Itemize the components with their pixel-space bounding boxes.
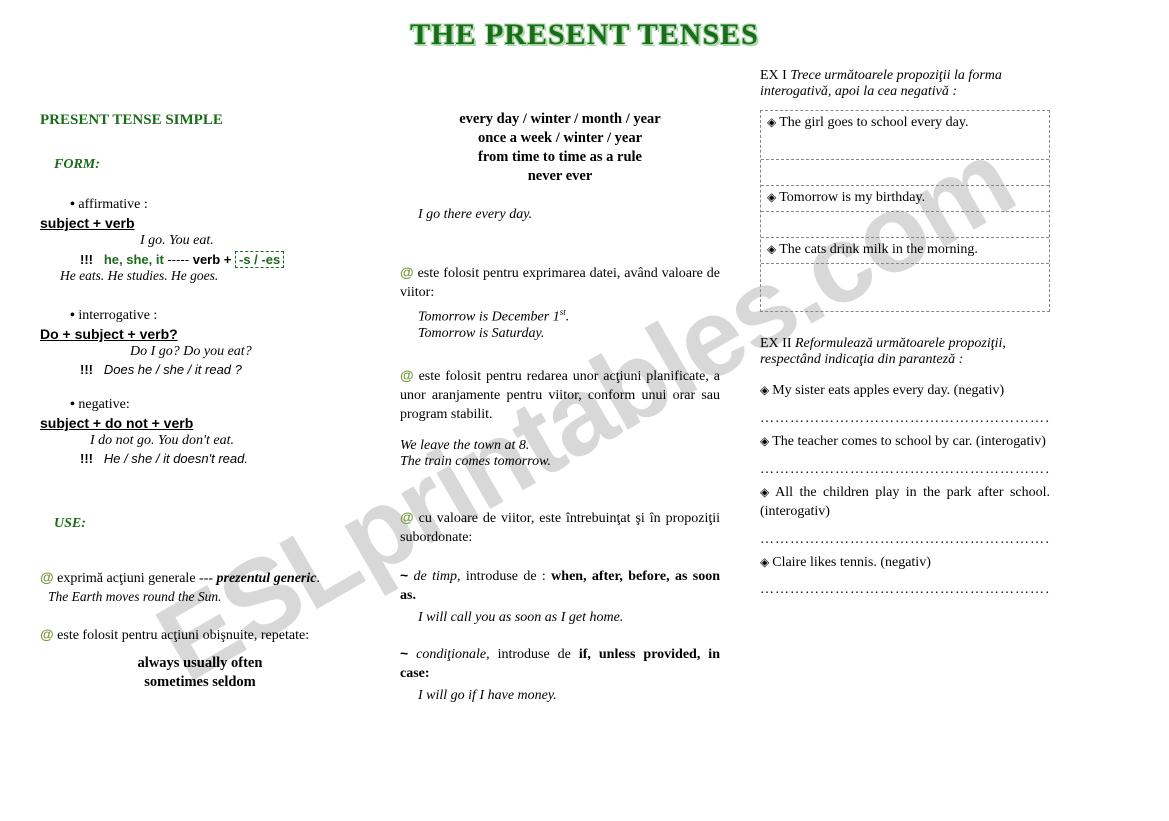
exercise-item: My sister eats apples every day. (negati… bbox=[760, 382, 1050, 401]
answer-line[interactable] bbox=[761, 263, 1049, 311]
answer-line[interactable]: ……………………………………………………. bbox=[760, 582, 1050, 598]
example-part: . bbox=[566, 310, 570, 325]
tilde-icon: ~ bbox=[400, 567, 408, 583]
answer-line[interactable] bbox=[761, 211, 1049, 237]
example-text: He eats. He studies. He goes. bbox=[60, 268, 360, 284]
bullet-interrogative: interrogative : bbox=[70, 308, 360, 324]
example-text: Tomorrow is Saturday. bbox=[418, 326, 720, 342]
exercise-box: The girl goes to school every day. Tomor… bbox=[760, 110, 1050, 312]
column-left: PRESENT TENSE SIMPLE FORM: affirmative :… bbox=[20, 62, 380, 704]
rule-negative: subject + do not + verb bbox=[40, 415, 360, 431]
exercise-heading: EX II Reformulează următoarele propoziţi… bbox=[760, 336, 1050, 368]
example-text: I go there every day. bbox=[418, 207, 720, 223]
tilde-icon: ~ bbox=[400, 645, 408, 661]
at-icon: @ bbox=[400, 264, 414, 280]
use-label: USE: bbox=[54, 516, 360, 532]
sub-clause: ~ condiţionale, introduse de if, unless … bbox=[400, 644, 720, 684]
answer-line[interactable]: ……………………………………………………. bbox=[760, 462, 1050, 478]
column-right: EX I Trece următoarele propoziţii la for… bbox=[740, 62, 1070, 704]
exercise-item: The cats drink milk in the morning. bbox=[761, 237, 1049, 263]
at-icon: @ bbox=[400, 367, 414, 383]
ex-instruction: Reformulează următoarele propoziţii, res… bbox=[760, 336, 1006, 367]
rule-interrogative: Do + subject + verb? bbox=[40, 326, 360, 342]
use-text: este folosit pentru redarea unor acţiuni… bbox=[400, 369, 720, 422]
at-icon: @ bbox=[400, 509, 414, 525]
adverbs-line: once a week / winter / year bbox=[400, 129, 720, 148]
example-text: Do I go? Do you eat? bbox=[130, 344, 360, 360]
adverbs-line: from time to time as a rule bbox=[400, 148, 720, 167]
example-text: Tomorrow is December 1st. bbox=[418, 307, 720, 326]
use-block: @ este folosit pentru redarea unor acţiu… bbox=[400, 366, 720, 425]
exercise-item: The girl goes to school every day. bbox=[761, 111, 1049, 159]
use-dot: . bbox=[316, 571, 320, 586]
dash: ----- bbox=[167, 252, 189, 267]
bullet-affirmative: affirmative : bbox=[70, 197, 360, 213]
example-text: We leave the town at 8. bbox=[400, 438, 720, 454]
form-label: FORM: bbox=[54, 157, 360, 173]
adverbs-line: never ever bbox=[400, 167, 720, 186]
example-text: I will call you as soon as I get home. bbox=[418, 610, 720, 626]
exercise-heading: EX I Trece următoarele propoziţii la for… bbox=[760, 68, 1050, 100]
use-block: @ este folosit pentru acţiuni obişnuite,… bbox=[40, 625, 360, 646]
use-text: este folosit pentru acţiuni obişnuite, r… bbox=[54, 628, 309, 643]
ending-box: -s / -es bbox=[235, 251, 284, 268]
sub-clause: ~ de timp, introduse de : when, after, b… bbox=[400, 566, 720, 606]
use-block: @ cu valoare de viitor, este întrebuinţa… bbox=[400, 508, 720, 548]
use-block: @ este folosit pentru exprimarea datei, … bbox=[400, 263, 720, 303]
answer-line[interactable] bbox=[761, 159, 1049, 185]
triple-prefix: !!! bbox=[80, 252, 93, 267]
example-text: The Earth moves round the Sun. bbox=[48, 589, 360, 605]
triple-text: Does he / she / it read ? bbox=[104, 362, 242, 377]
at-icon: @ bbox=[40, 569, 54, 585]
example-text: The train comes tomorrow. bbox=[400, 454, 720, 470]
ex-label: EX II bbox=[760, 336, 792, 351]
sub-text: , introduse de : bbox=[457, 569, 551, 584]
page-title: THE PRESENT TENSES bbox=[0, 0, 1169, 52]
column-middle: every day / winter / month / year once a… bbox=[380, 62, 740, 704]
triple-text: He / she / it doesn't read. bbox=[104, 451, 248, 466]
exercise-item: Claire likes tennis. (negativ) bbox=[760, 554, 1050, 573]
use-bold: prezentul generic bbox=[217, 571, 317, 586]
at-icon: @ bbox=[40, 626, 54, 642]
exercise-item: All the children play in the park after … bbox=[760, 484, 1050, 522]
adverbs-block: always usually often sometimes seldom bbox=[40, 654, 360, 692]
triple-prefix: !!! bbox=[80, 451, 93, 466]
use-block: @ exprimă acţiuni generale --- prezentul… bbox=[40, 568, 360, 589]
rule-affirmative: subject + verb bbox=[40, 215, 360, 231]
triple-prefix: !!! bbox=[80, 362, 93, 377]
example-text: I go. You eat. bbox=[140, 233, 360, 249]
triple-line: !!! Does he / she / it read ? bbox=[80, 362, 360, 377]
example-text: I do not go. You don't eat. bbox=[90, 433, 360, 449]
verb-plus: verb + bbox=[193, 252, 232, 267]
sub-text: , introduse de bbox=[486, 647, 579, 662]
exercise-item: The teacher comes to school by car. (int… bbox=[760, 433, 1050, 452]
exercise-item: Tomorrow is my birthday. bbox=[761, 185, 1049, 211]
page-content: THE PRESENT TENSES PRESENT TENSE SIMPLE … bbox=[0, 0, 1169, 704]
use-text: exprimă acţiuni generale --- bbox=[54, 571, 217, 586]
answer-line[interactable]: ……………………………………………………. bbox=[760, 532, 1050, 548]
he-she-it: he, she, it bbox=[104, 252, 164, 267]
ex-label: EX I bbox=[760, 68, 787, 83]
section-heading: PRESENT TENSE SIMPLE bbox=[40, 112, 360, 129]
use-text: este folosit pentru exprimarea datei, av… bbox=[400, 266, 720, 300]
adverbs-block: every day / winter / month / year once a… bbox=[400, 110, 720, 185]
third-person-rule: !!! he, she, it ----- verb + -s / -es bbox=[80, 251, 360, 268]
triple-line: !!! He / she / it doesn't read. bbox=[80, 451, 360, 466]
example-part: Tomorrow is December 1 bbox=[418, 310, 560, 325]
ex-instruction: Trece următoarele propoziţii la forma in… bbox=[760, 68, 1002, 99]
example-text: I will go if I have money. bbox=[418, 688, 720, 704]
adverbs-line: every day / winter / month / year bbox=[400, 110, 720, 129]
columns: PRESENT TENSE SIMPLE FORM: affirmative :… bbox=[0, 62, 1169, 704]
adverbs-line: always usually often bbox=[40, 654, 360, 673]
adverbs-line: sometimes seldom bbox=[40, 673, 360, 692]
sub-italic: condiţionale bbox=[408, 647, 486, 662]
answer-line[interactable]: ……………………………………………………. bbox=[760, 411, 1050, 427]
sub-italic: de timp bbox=[408, 569, 457, 584]
bullet-negative: negative: bbox=[70, 397, 360, 413]
use-text: cu valoare de viitor, este întrebuinţat … bbox=[400, 511, 720, 545]
